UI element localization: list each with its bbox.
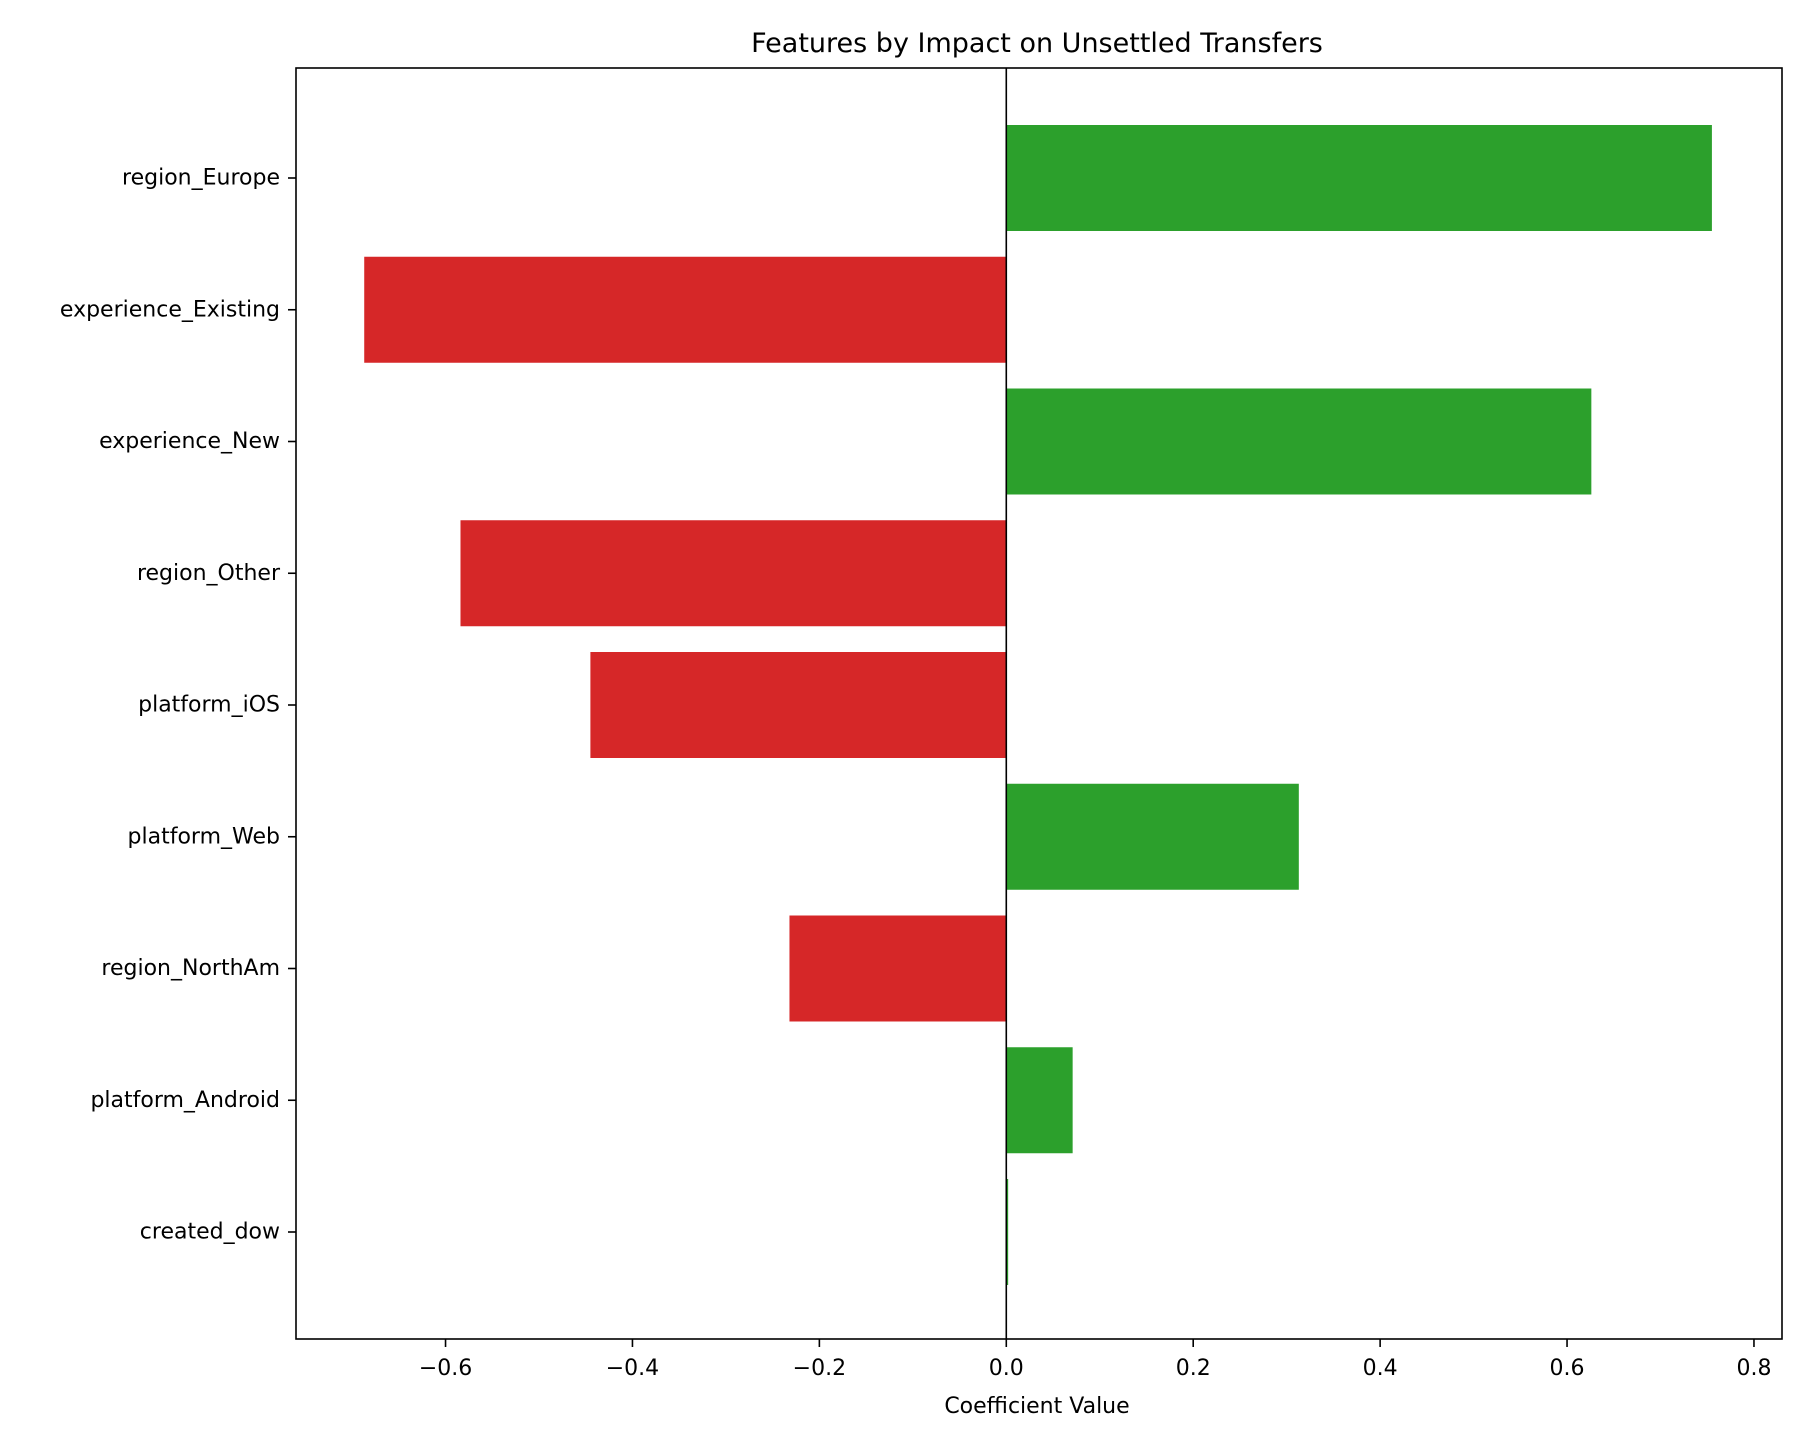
x-tick-label: 0.4: [1363, 1356, 1398, 1381]
bars-layer: [364, 125, 1712, 1285]
x-tick-label: 0.8: [1736, 1356, 1771, 1381]
y-tick-label: created_dow: [140, 1220, 280, 1245]
x-axis-label: Coefficient Value: [944, 1394, 1129, 1419]
x-tick-label: −0.4: [606, 1356, 659, 1381]
y-tick-label: platform_Web: [128, 824, 280, 849]
y-tick-label: experience_Existing: [60, 297, 280, 322]
x-tick-label: 0.2: [1176, 1356, 1211, 1381]
y-tick-label: region_Other: [137, 561, 281, 586]
bar-created_dow: [1006, 1179, 1009, 1285]
y-tick-label: region_NorthAm: [101, 956, 280, 981]
x-tick-label: −0.2: [793, 1356, 846, 1381]
bar-region_Europe: [1006, 125, 1712, 231]
bar-region_Other: [460, 520, 1007, 627]
x-tick-label: 0.6: [1550, 1356, 1585, 1381]
bar-platform_iOS: [590, 652, 1007, 758]
x-axis-ticks: −0.6 −0.4 −0.2 0.0 0.2 0.4 0.6 0.8: [419, 1339, 1771, 1381]
bar-experience_New: [1006, 388, 1592, 495]
bar-platform_Web: [1006, 783, 1299, 890]
bar-region_NorthAm: [789, 915, 1007, 1022]
y-tick-label: experience_New: [99, 429, 280, 454]
bar-experience_Existing: [364, 256, 1007, 363]
plot-area-frame: [295, 67, 1783, 1340]
chart-title: Features by Impact on Unsettled Transfer…: [751, 28, 1323, 59]
y-tick-label: platform_iOS: [138, 693, 280, 718]
bar-platform_Android: [1006, 1047, 1073, 1154]
x-tick-label: −0.6: [419, 1356, 472, 1381]
y-axis-ticks: region_Europe experience_Existing experien…: [60, 166, 296, 1245]
y-tick-label: platform_Android: [90, 1088, 280, 1113]
x-tick-label: 0.0: [989, 1356, 1024, 1381]
y-tick-label: region_Europe: [122, 166, 280, 191]
